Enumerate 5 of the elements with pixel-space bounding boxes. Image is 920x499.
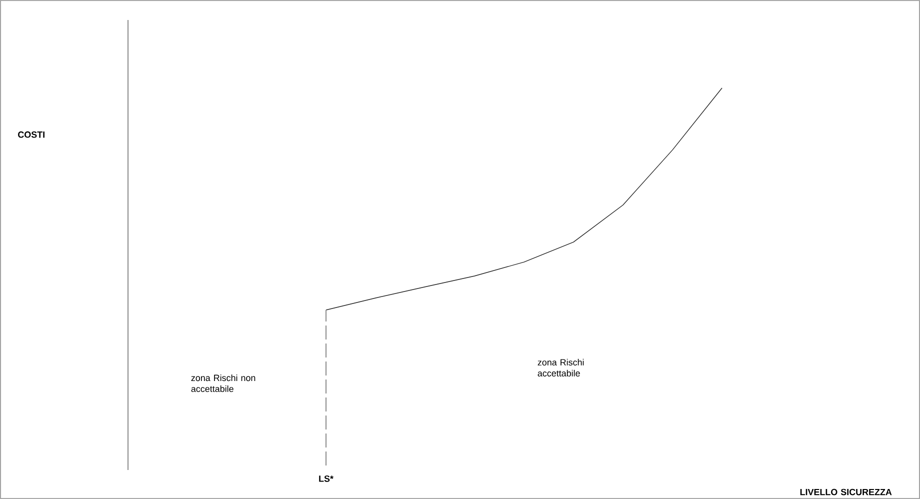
text: LIVELLO SICUREZZA [800,488,892,496]
text: LS* [319,476,334,482]
text: zona Rischi non accettabile [191,374,256,392]
text: zona Rischi accettabile [538,358,584,376]
text: COSTI [18,131,44,138]
